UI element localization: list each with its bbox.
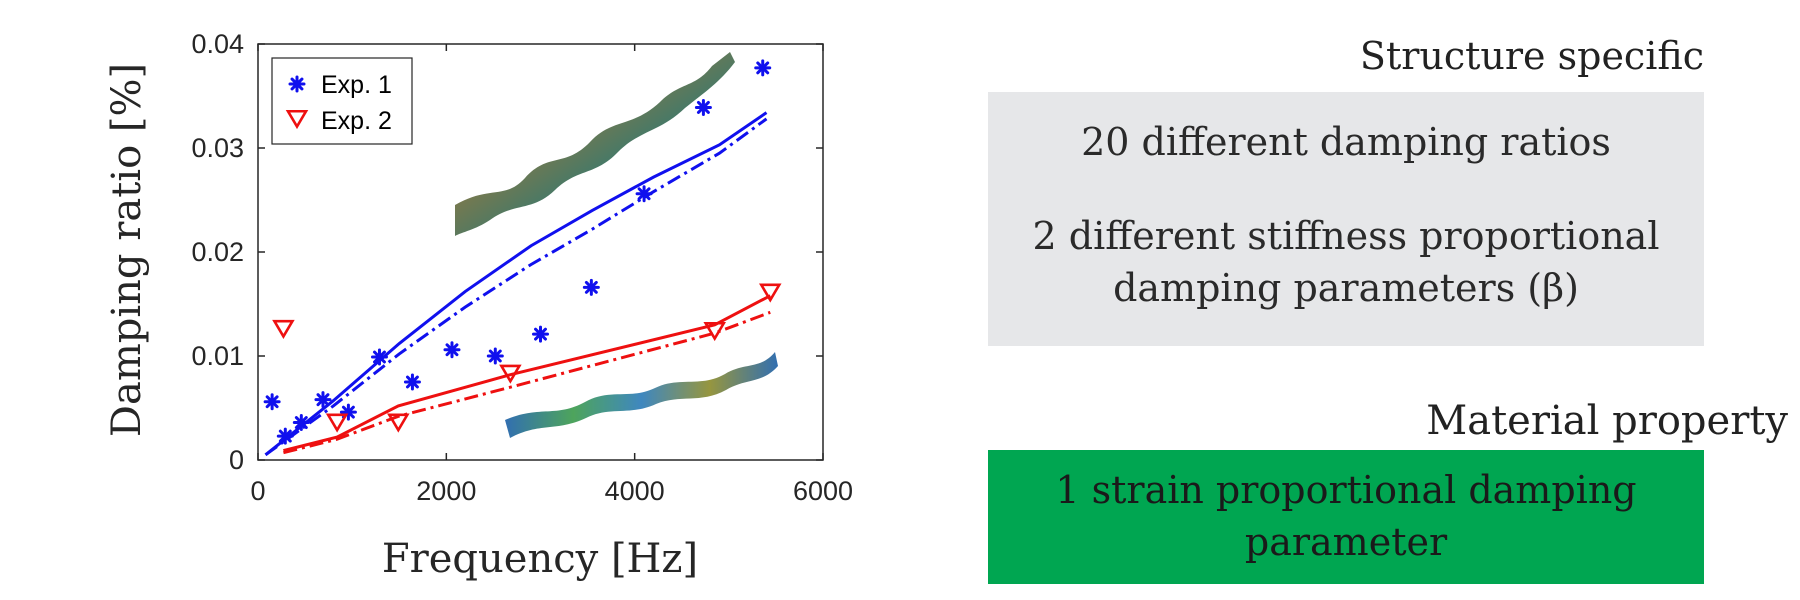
point-exp2 xyxy=(325,413,349,433)
y-tick-label: 0.04 xyxy=(191,29,244,59)
y-tick-label: 0.03 xyxy=(191,133,244,163)
y-tick-label: 0.01 xyxy=(191,341,244,371)
legend-marker-exp1 xyxy=(288,75,306,93)
fit-line-solid xyxy=(283,294,771,453)
legend-marker-exp2 xyxy=(285,109,309,130)
point-exp1 xyxy=(486,347,504,365)
beam-mode-shape-upper xyxy=(455,52,735,236)
point-exp1 xyxy=(443,341,461,359)
x-tick-label: 6000 xyxy=(793,476,853,506)
point-exp1 xyxy=(635,185,653,203)
fit-line-dashdot xyxy=(283,310,771,455)
point-exp1 xyxy=(403,373,421,391)
point-exp2 xyxy=(272,319,295,340)
strain-param-text-line1: 1 strain proportional damping xyxy=(1055,468,1637,512)
x-tick-label: 2000 xyxy=(416,476,476,506)
axis-ticks xyxy=(257,43,824,461)
structure-specific-heading: Structure specific xyxy=(1359,34,1704,78)
stiffness-params-text-line1: 2 different stiffness proportional xyxy=(1032,214,1660,258)
point-exp1 xyxy=(582,278,600,296)
point-exp1 xyxy=(694,98,712,116)
damping-ratios-text: 20 different damping ratios xyxy=(1081,120,1611,164)
x-tick-label: 4000 xyxy=(605,476,665,506)
material-property-box: 1 strain proportional damping parameter xyxy=(988,450,1704,584)
point-exp1 xyxy=(754,59,772,77)
material-property-heading: Material property xyxy=(1426,398,1788,444)
y-tick-label: 0 xyxy=(229,445,244,475)
legend-label: Exp. 2 xyxy=(321,107,392,135)
point-exp1 xyxy=(292,414,310,432)
point-exp1 xyxy=(276,427,294,445)
fit-line-solid xyxy=(264,111,768,456)
point-exp1 xyxy=(314,391,332,409)
stiffness-params-text-line2: damping parameters (β) xyxy=(1113,266,1579,310)
data-markers xyxy=(263,59,782,445)
fit-lines xyxy=(264,111,771,457)
structure-specific-box: 20 different damping ratios 2 different … xyxy=(988,92,1704,346)
fit-line-dashdot xyxy=(264,117,768,457)
beam-mode-shape-lower xyxy=(505,352,778,438)
y-axis-label: Damping ratio [%] xyxy=(104,63,150,437)
x-axis-label: Frequency [Hz] xyxy=(382,536,698,582)
point-exp1 xyxy=(532,325,549,343)
point-exp2 xyxy=(499,364,522,384)
x-tick-label: 0 xyxy=(250,476,265,506)
y-tick-label: 0.02 xyxy=(191,237,244,267)
legend: Exp. 1 Exp. 2 xyxy=(271,57,413,145)
point-exp2 xyxy=(758,283,782,303)
tick-labels: 0 2000 4000 6000 0 0.01 0.02 0.03 0.04 xyxy=(191,29,853,506)
point-exp1 xyxy=(263,393,281,411)
point-exp2 xyxy=(703,321,726,342)
strain-param-text-line2: parameter xyxy=(1244,520,1448,564)
point-exp2 xyxy=(387,413,410,433)
legend-label: Exp. 1 xyxy=(321,71,392,99)
point-exp1 xyxy=(370,348,388,366)
